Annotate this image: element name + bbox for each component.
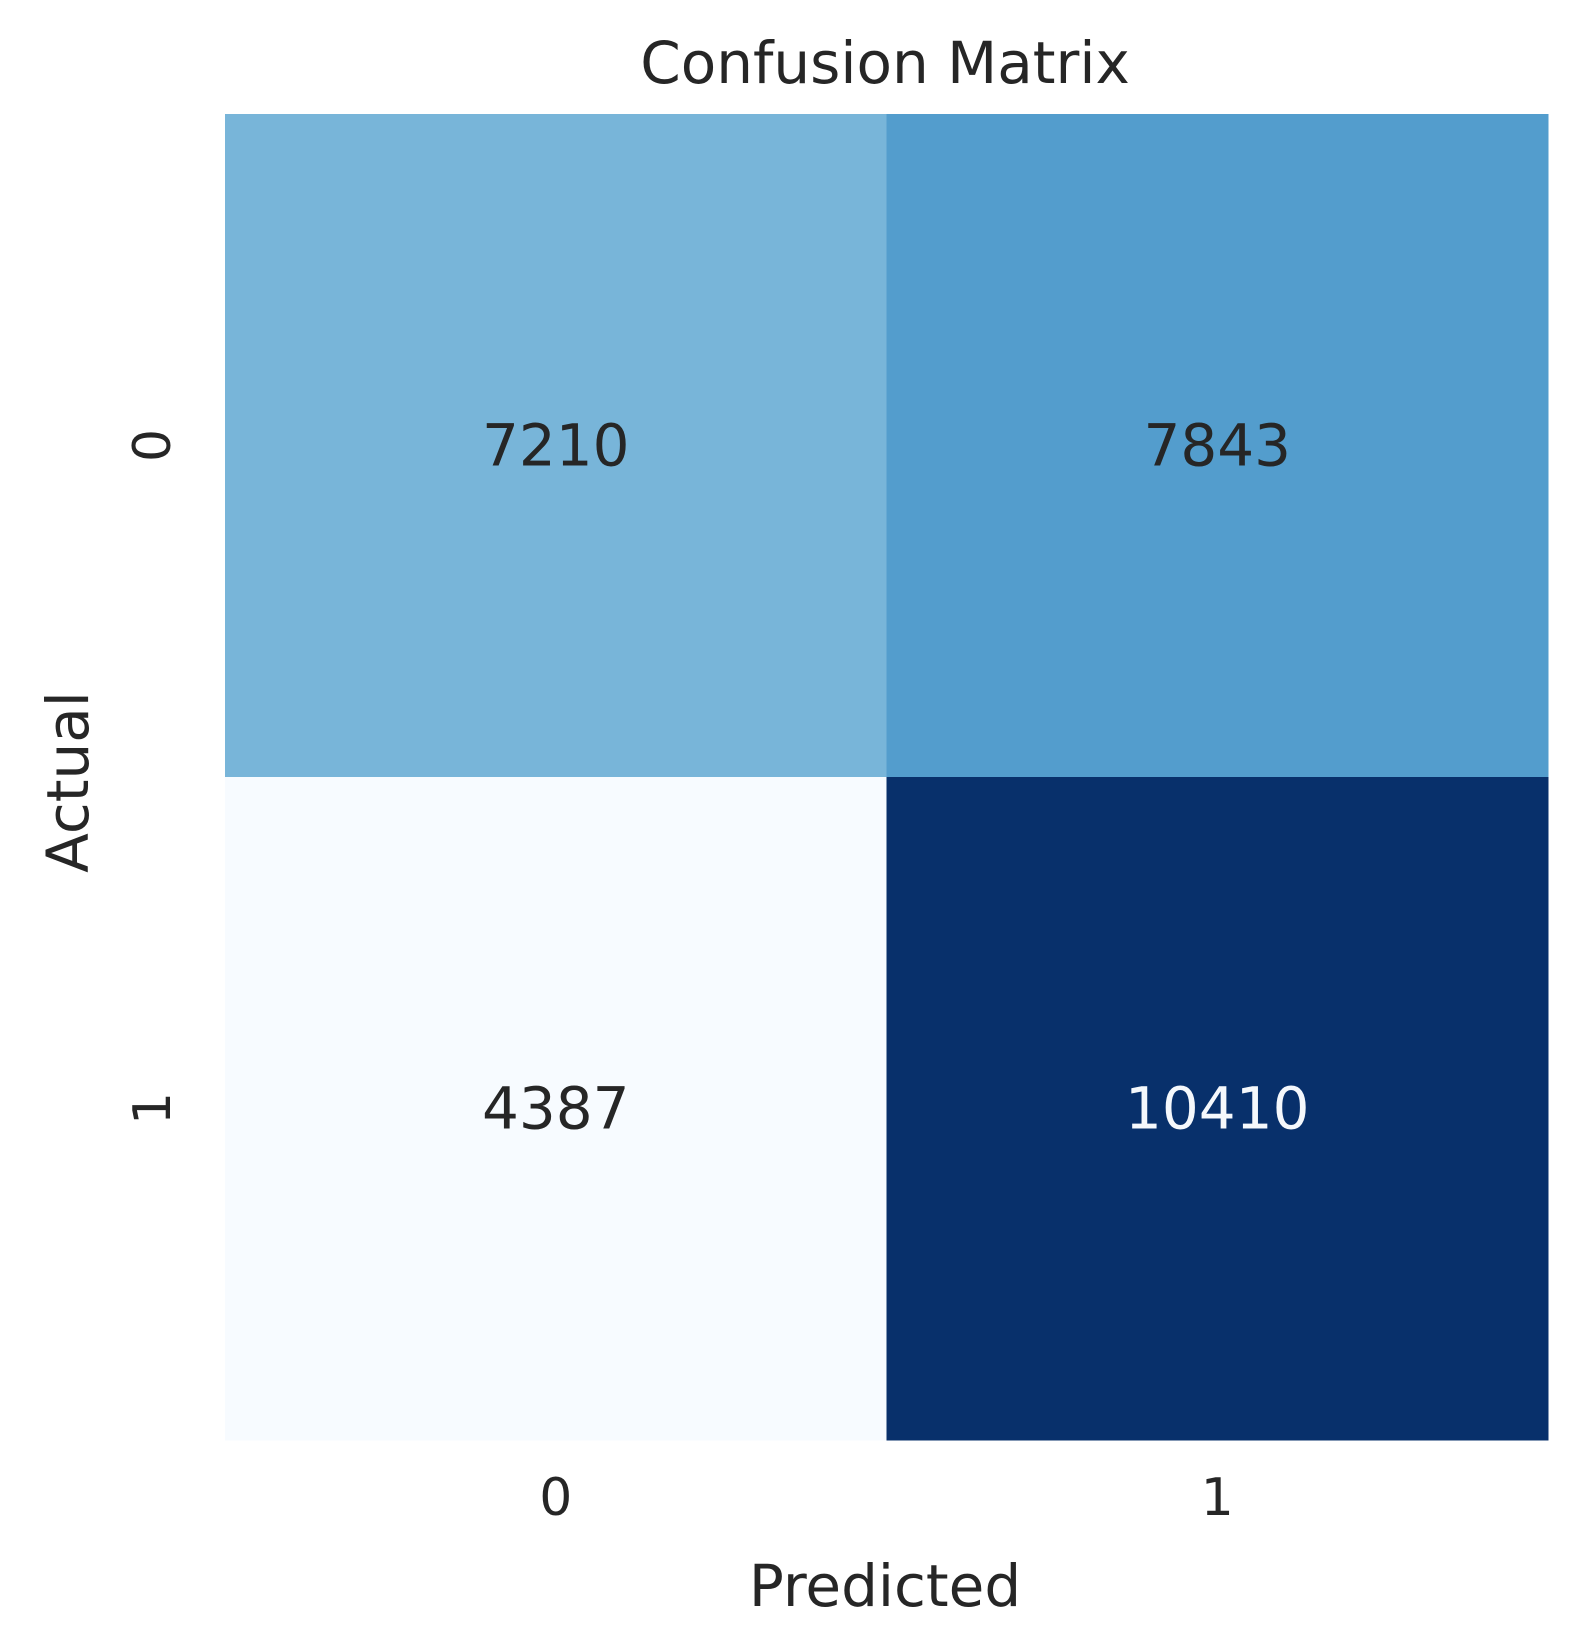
x-tick-label-1: 1 — [1201, 1468, 1234, 1528]
y-axis-label: Actual — [34, 691, 102, 873]
y-tick-labels: 01 — [123, 429, 183, 1125]
chart-title: Confusion Matrix — [640, 29, 1130, 97]
heatmap-cell-r1-c0 — [225, 777, 887, 1441]
x-axis-label: Predicted — [749, 1552, 1021, 1620]
cell-annotations: 7210 7843 4387 10410 — [482, 412, 1310, 1143]
heatmap-cell-r1-c1 — [886, 777, 1549, 1441]
cell-annotation-r1-c1: 10410 — [1125, 1075, 1310, 1143]
cell-annotation-r1-c0: 4387 — [482, 1075, 630, 1143]
heatmap-cells — [225, 114, 1549, 1441]
x-tick-label-0: 0 — [539, 1468, 572, 1528]
cell-annotation-r0-c0: 7210 — [482, 412, 630, 480]
cell-annotation-r0-c1: 7843 — [1143, 412, 1291, 480]
y-tick-label-0: 0 — [123, 429, 183, 462]
heatmap-cell-r0-c0 — [225, 114, 887, 778]
y-tick-label-1: 1 — [123, 1092, 183, 1125]
heatmap-cell-r0-c1 — [886, 114, 1549, 778]
